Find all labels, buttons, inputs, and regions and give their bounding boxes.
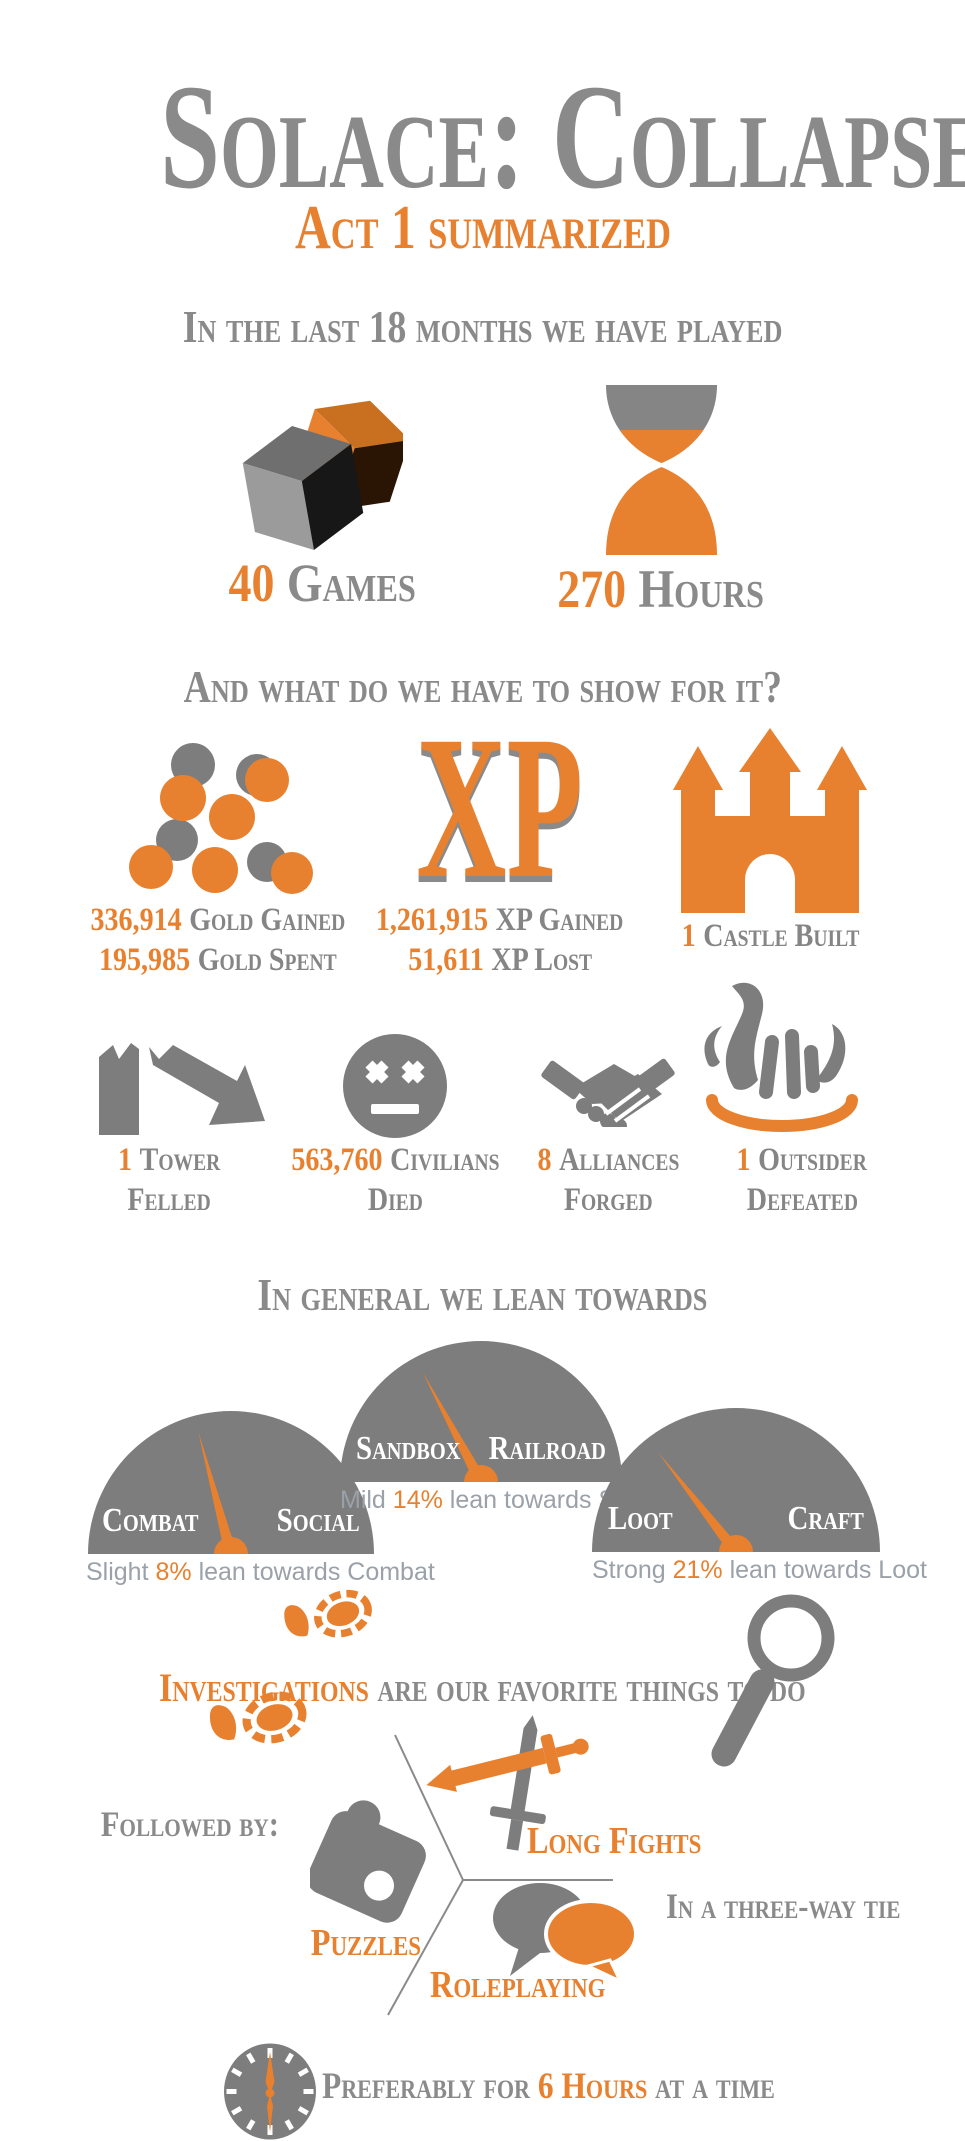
page-subtitle-text: Act 1 summarized bbox=[294, 194, 671, 262]
stat-alliances-line1: 8 Alliances bbox=[537, 1142, 679, 1178]
stat-xp-gained: 1,261,915 XP Gained bbox=[376, 902, 624, 938]
puzzle-piece-icon bbox=[310, 1800, 426, 1923]
speech-bubbles-icon bbox=[493, 1883, 638, 1982]
stat-castle: 1 Castle Built bbox=[682, 918, 860, 954]
gauge-label-craft: Craft bbox=[787, 1500, 864, 1537]
section-heading-results: And what do we have to show for it? bbox=[183, 661, 782, 712]
gauge-dial bbox=[88, 1411, 374, 1556]
gauge-label-sandbox: Sandbox bbox=[356, 1430, 461, 1467]
three-way-divider bbox=[387, 1734, 613, 2016]
page-title: Solace: Collapse bbox=[0, 62, 965, 212]
stat-gold-gained: 336,914 Gold Gained bbox=[90, 902, 346, 938]
magnifying-glass-icon bbox=[711, 1594, 835, 1767]
castle-icon bbox=[673, 728, 867, 913]
gauge-label-social: Social bbox=[277, 1502, 360, 1539]
three-way-tie-label: In a three-way tie bbox=[666, 1886, 901, 1926]
gauge-label-railroad: Railroad bbox=[488, 1430, 606, 1467]
followed-by-label: Followed by: bbox=[100, 1804, 280, 1844]
games-value: 40 bbox=[228, 553, 275, 613]
broken-tower-icon bbox=[99, 1043, 265, 1135]
long-fights-label: Long Fights bbox=[527, 1820, 702, 1862]
footprints-icon bbox=[209, 1691, 307, 1744]
stat-tower-line1: 1 Tower bbox=[117, 1142, 221, 1178]
section-heading-played: In the last 18 months we have played bbox=[182, 301, 783, 352]
handshake-icon bbox=[541, 1058, 675, 1127]
stat-outsider-line1: 1 Outsider bbox=[736, 1142, 868, 1178]
xp-logo-shadow: XP bbox=[416, 700, 584, 927]
crossed-swords-icon bbox=[426, 1715, 589, 1851]
gauge-loot-craft: Loot Craft Strong 21% lean towards Loot bbox=[592, 1407, 927, 1592]
gauge-caption-combat: Slight 8% lean towards Combat bbox=[86, 1558, 435, 1586]
lean-percent: 8% bbox=[155, 1558, 192, 1586]
xp-logo: XP bbox=[416, 694, 584, 921]
games-label: Games bbox=[286, 553, 416, 613]
lean-percent: 14% bbox=[392, 1486, 443, 1514]
coins-icon bbox=[129, 743, 313, 894]
stat-tower-line2: Felled bbox=[127, 1182, 211, 1218]
section-heading-lean: In general we lean towards bbox=[257, 1269, 708, 1320]
outsider-tentacles-icon bbox=[704, 982, 858, 1132]
stat-xp-lost: 51,611 XP Lost bbox=[408, 942, 592, 978]
footprints-icon bbox=[284, 1589, 372, 1638]
lean-percent: 21% bbox=[672, 1556, 723, 1584]
gauge-caption-loot: Strong 21% lean towards Loot bbox=[592, 1556, 927, 1584]
dice-icon bbox=[242, 400, 403, 551]
gauge-combat-social: Combat Social Slight 8% lean towards Com… bbox=[86, 1408, 435, 1593]
hours-label: Hours bbox=[638, 559, 765, 619]
gauge-label-combat: Combat bbox=[102, 1502, 199, 1539]
stat-games: 40 Games bbox=[152, 556, 492, 610]
gauge-label-loot: Loot bbox=[608, 1500, 673, 1537]
stat-civilians-line1: 563,760 Civilians bbox=[290, 1142, 500, 1178]
stat-alliances-line2: Forged bbox=[563, 1182, 653, 1218]
session-length-line: Preferably for 6 Hours at a time bbox=[322, 2066, 775, 2107]
puzzles-label: Puzzles bbox=[310, 1922, 422, 1964]
clock-icon bbox=[224, 2043, 316, 2140]
session-hours: 6 Hours bbox=[537, 2066, 648, 2107]
page-subtitle: Act 1 summarized bbox=[0, 197, 965, 259]
hours-value: 270 bbox=[557, 559, 627, 619]
page-title-text: Solace: Collapse bbox=[159, 54, 965, 220]
gauge-dial bbox=[592, 1408, 880, 1556]
stat-civilians-line2: Died bbox=[367, 1182, 423, 1218]
hourglass-icon bbox=[606, 385, 717, 555]
roleplaying-label: Roleplaying bbox=[430, 1964, 606, 2006]
gauge-caption-sandbox: Mild 14% lean towards Sandbox bbox=[340, 1486, 698, 1514]
dead-face-icon bbox=[343, 1034, 447, 1138]
stat-outsider-line2: Defeated bbox=[746, 1182, 858, 1218]
gauge-sandbox-railroad: Sandbox Railroad Mild 14% lean towards S… bbox=[340, 1340, 698, 1525]
stat-hours: 270 Hours bbox=[491, 562, 831, 616]
stat-gold-spent: 195,985 Gold Spent bbox=[99, 942, 337, 978]
gauge-dial bbox=[340, 1341, 622, 1485]
